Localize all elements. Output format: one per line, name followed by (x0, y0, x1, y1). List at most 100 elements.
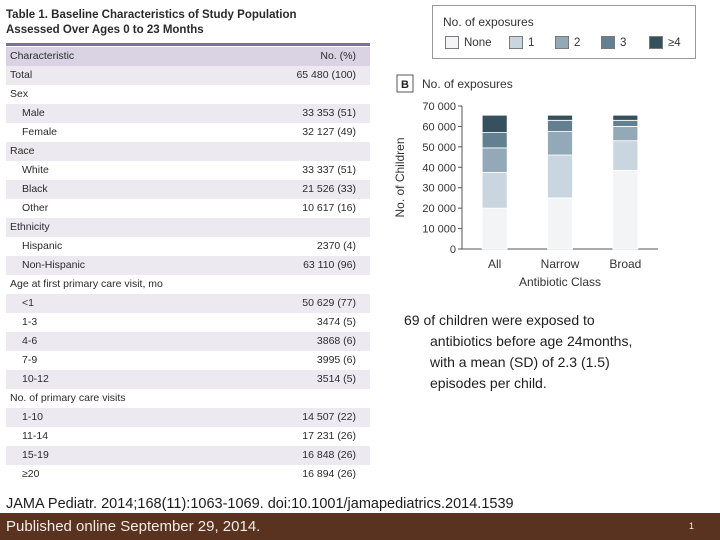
page-number: 1 (688, 521, 694, 531)
bar-segment-all-3 (481, 147, 508, 173)
legend-swatch (445, 36, 459, 49)
row-value: 32 127 (49) (302, 126, 356, 138)
y-tick-label: 10 000 (422, 224, 456, 236)
row-label: 11-14 (22, 430, 49, 442)
row-label: Ethnicity (10, 221, 50, 233)
table-row: 15-19 16 848 (26) (6, 446, 370, 465)
note-line-2: antibiotics before age 24months, (430, 333, 633, 349)
footer-bar: Published online September 29, 2014. 1 (0, 513, 720, 540)
table-row: <1 50 629 (77) (6, 294, 370, 313)
bar-segment-all-1 (481, 207, 508, 250)
note-line-4: episodes per child. (430, 375, 547, 391)
panel-label: B (401, 79, 409, 91)
row-value: 14 507 (22) (302, 411, 356, 423)
note-line-3: with a mean (SD) of 2.3 (1.5) (430, 354, 610, 370)
note-line-1: 69 of children were exposed to (404, 312, 595, 328)
x-tick-label: All (488, 257, 501, 271)
row-label: Total (10, 69, 33, 81)
table-row: Total 65 480 (100) (6, 66, 370, 85)
table-row: No. of primary care visits (6, 389, 370, 408)
bar-segment-broad-5 (612, 114, 639, 121)
publication-date: Published online September 29, 2014. (6, 518, 261, 535)
row-value: 3514 (5) (316, 373, 356, 385)
table-row: Female 32 127 (49) (6, 123, 370, 142)
row-value: 33 337 (51) (302, 164, 356, 176)
bar-segment-broad-2 (612, 140, 639, 171)
row-label: Sex (10, 88, 29, 100)
bar-segment-broad-3 (612, 126, 639, 142)
y-tick-label: 20 000 (422, 203, 456, 215)
row-value: 16 848 (26) (302, 449, 356, 461)
y-axis-label: No. of Children (393, 137, 407, 217)
legend-label: ≥4 (668, 37, 681, 49)
bar-segment-all-5 (481, 114, 508, 133)
row-value: 33 353 (51) (302, 107, 356, 119)
x-tick-label: Broad (609, 257, 641, 271)
row-value: 63 110 (96) (303, 259, 356, 271)
row-value: 21 526 (33) (302, 183, 356, 195)
bar-segment-all-4 (481, 132, 508, 149)
table-title-line-1: Table 1. Baseline Characteristics of Stu… (6, 9, 297, 21)
bar-segment-all-2 (481, 171, 508, 209)
table-row: Age at first primary care visit, mo (6, 275, 370, 294)
bar-segment-narrow-1 (547, 197, 573, 250)
table-row: 11-14 17 231 (26) (6, 427, 370, 446)
row-label: Age at first primary care visit, mo (10, 278, 163, 290)
row-label: Non-Hispanic (22, 259, 86, 271)
exposure-summary-note: 69 of children were exposed to antibioti… (404, 310, 704, 394)
bar-segment-narrow-3 (547, 131, 573, 156)
legend-title: No. of exposures (443, 15, 534, 29)
y-tick-label: 60 000 (422, 121, 456, 133)
chart-title: No. of exposures (422, 77, 513, 91)
table-row: Race (6, 142, 370, 161)
table-row: 1-10 14 507 (22) (6, 408, 370, 427)
legend-swatch (649, 36, 663, 49)
journal-citation: JAMA Pediatr. 2014;168(11):1063-1069. do… (6, 496, 514, 512)
table-body: Characteristic No. (%) Total 65 480 (100)… (6, 47, 370, 484)
row-label: Black (22, 183, 48, 195)
legend-label: 3 (620, 37, 627, 49)
table-title-line-2: Assessed Over Ages 0 to 23 Months (6, 24, 204, 36)
y-tick-label: 0 (450, 244, 456, 256)
legend-label: 2 (574, 37, 581, 49)
row-label: No. of primary care visits (10, 392, 126, 404)
table-row: Male 33 353 (51) (6, 104, 370, 123)
exposure-legend: No. of exposures None 1 2 3 ≥4 (432, 5, 696, 59)
bar-segment-narrow-2 (547, 154, 573, 199)
y-tick-label: 50 000 (422, 142, 456, 154)
table-row: 1-3 3474 (5) (6, 313, 370, 332)
row-label: 1-3 (22, 316, 38, 328)
row-label: 1-10 (22, 411, 44, 423)
row-label: Race (10, 145, 35, 157)
y-tick-label: 70 000 (422, 101, 456, 113)
table-header-row: Characteristic No. (%) (6, 47, 370, 66)
row-label: ≥20 (22, 468, 40, 480)
column-header-number: No. (%) (320, 50, 356, 62)
row-label: Male (22, 107, 45, 119)
baseline-characteristics-table: Table 1. Baseline Characteristics of Stu… (6, 8, 370, 484)
row-value: 10 617 (16) (302, 202, 356, 214)
bar-segment-narrow-4 (547, 119, 573, 132)
table-row: Other 10 617 (16) (6, 199, 370, 218)
x-axis-label: Antibiotic Class (519, 275, 601, 289)
legend-swatch (555, 36, 569, 49)
row-value: 17 231 (26) (302, 430, 356, 442)
exposure-chart-panel: B No. of exposures 0 10 000 20 000 30 000 40 0… (390, 70, 690, 295)
stacked-bar-chart: B No. of exposures 0 10 000 20 000 30 000 40 0… (393, 74, 658, 289)
table-top-rule (6, 43, 370, 46)
row-label: Other (22, 202, 49, 214)
panel-label-box (396, 74, 414, 93)
legend-swatch (601, 36, 615, 49)
row-label: 4-6 (22, 335, 38, 347)
bar-segment-broad-1 (612, 169, 639, 250)
row-value: 3474 (5) (316, 316, 356, 328)
table-row: 10-12 3514 (5) (6, 370, 370, 389)
row-label: White (22, 164, 49, 176)
row-label: 15-19 (22, 449, 49, 461)
table-row: Non-Hispanic 63 110 (96) (6, 256, 370, 275)
row-label: 7-9 (22, 354, 38, 366)
legend-swatch (509, 36, 523, 49)
row-value: 50 629 (77) (302, 297, 356, 309)
row-value: 3995 (6) (316, 354, 356, 366)
table-row: Hispanic 2370 (4) (6, 237, 370, 256)
